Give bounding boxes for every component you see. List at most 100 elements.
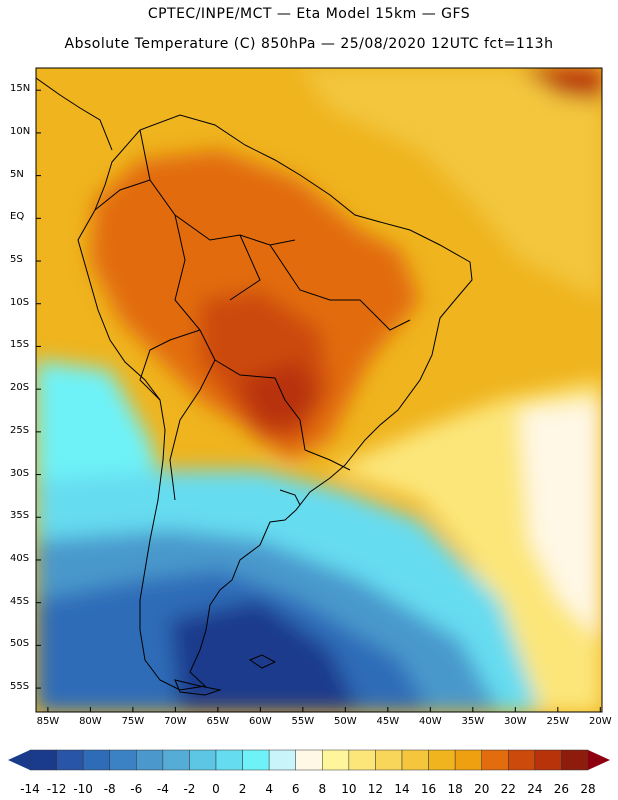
border-bolivia-paraguay bbox=[214, 359, 306, 451]
colorbar-cell bbox=[242, 749, 270, 771]
colorbar-label: 10 bbox=[341, 782, 357, 796]
colorbar-high-triangle bbox=[588, 750, 610, 770]
colorbar-cell bbox=[136, 749, 164, 771]
colorbar-cell bbox=[29, 749, 57, 771]
colorbar-cell bbox=[56, 749, 84, 771]
colorbar-cell bbox=[322, 749, 350, 771]
border-argentina-chile bbox=[169, 389, 201, 501]
lat-label: 20S bbox=[10, 382, 30, 394]
colorbar-label: 4 bbox=[265, 782, 273, 796]
colorbar-label: 16 bbox=[420, 782, 437, 796]
lon-label: 45W bbox=[376, 716, 400, 727]
colorbar-cell bbox=[109, 749, 137, 771]
colorbar-label: -12 bbox=[46, 782, 67, 796]
south-america-outline bbox=[77, 114, 473, 691]
colorbar-label: 26 bbox=[553, 782, 570, 796]
lon-label: 50W bbox=[334, 716, 357, 727]
field-amber-atlantic bbox=[300, 68, 602, 300]
lat-label: 50S bbox=[10, 638, 30, 650]
central-america-coast bbox=[36, 77, 113, 151]
lon-label: 70W bbox=[164, 716, 187, 727]
lat-label: 10N bbox=[10, 125, 31, 137]
colorbar-cell bbox=[428, 749, 456, 771]
colorbar-label: -4 bbox=[156, 782, 169, 796]
colorbar-cell bbox=[189, 749, 217, 771]
colorbar-label: 6 bbox=[291, 782, 300, 796]
colorbar-label: -6 bbox=[130, 782, 143, 796]
lat-label: 40S bbox=[10, 552, 30, 564]
colorbar-cell bbox=[454, 749, 482, 771]
colorbar-label: -2 bbox=[183, 782, 196, 796]
colorbar-cell bbox=[162, 749, 190, 771]
lat-label: 45S bbox=[10, 595, 30, 607]
lon-label: 25W bbox=[546, 716, 570, 727]
border-uruguay bbox=[304, 449, 351, 471]
lat-label: 5N bbox=[10, 168, 24, 180]
lat-label: 25S bbox=[10, 424, 30, 436]
coastlines bbox=[36, 77, 473, 696]
colorbar-label: 12 bbox=[367, 782, 384, 796]
colorbar-cell bbox=[375, 749, 403, 771]
lon-label: 65W bbox=[206, 716, 230, 727]
colorbar-cells bbox=[29, 749, 589, 771]
field-deep-red-core bbox=[240, 360, 320, 430]
colorbar-label: 28 bbox=[580, 782, 596, 796]
colorbar-label: -14 bbox=[20, 782, 40, 796]
lat-label: 15S bbox=[10, 339, 30, 351]
colorbar-cell bbox=[534, 749, 562, 771]
tierra-del-fuego bbox=[174, 679, 222, 696]
lon-label: 75W bbox=[121, 716, 145, 727]
colorbar-cell bbox=[82, 749, 110, 771]
colorbar-label: 2 bbox=[238, 782, 247, 796]
colorbar-cell bbox=[481, 749, 509, 771]
lat-label: 30S bbox=[10, 467, 30, 479]
colorbar-label: 0 bbox=[212, 782, 220, 796]
colorbar-label: 14 bbox=[394, 782, 410, 796]
colorbar-cell bbox=[215, 749, 243, 771]
colorbar-label: 8 bbox=[318, 782, 327, 796]
lat-label: EQ bbox=[10, 211, 25, 223]
colorbar-cell bbox=[561, 749, 589, 771]
border-brazil-states bbox=[269, 244, 411, 331]
lon-tick-marks bbox=[47, 707, 601, 712]
colorbar-cell bbox=[401, 749, 429, 771]
colorbar-label: 22 bbox=[500, 782, 516, 796]
colorbar-low-triangle bbox=[8, 750, 30, 770]
border-peru-bolivia bbox=[139, 329, 201, 401]
temperature-field bbox=[36, 68, 602, 712]
colorbar-label: 24 bbox=[527, 782, 543, 796]
colorbar-cell bbox=[348, 749, 376, 771]
lat-label: 55S bbox=[10, 681, 30, 693]
map-frame bbox=[35, 67, 603, 713]
lat-label: 35S bbox=[10, 510, 30, 522]
colorbar-label: 18 bbox=[447, 782, 463, 796]
lon-label: 30W bbox=[504, 716, 527, 727]
lon-label: 55W bbox=[291, 716, 315, 727]
colorbar bbox=[8, 749, 610, 771]
map-title-line-2: Absolute Temperature (C) 850hPa — 25/08/… bbox=[64, 36, 554, 52]
colorbar-label: 20 bbox=[474, 782, 490, 796]
lagoa-dos-patos bbox=[279, 489, 301, 506]
lat-label: 15N bbox=[10, 83, 31, 95]
field-hot-northeast bbox=[520, 68, 602, 100]
lon-label: 20W bbox=[588, 716, 612, 727]
lon-label: 85W bbox=[36, 716, 60, 727]
lat-label: 10S bbox=[10, 296, 30, 308]
colorbar-label: -10 bbox=[73, 782, 93, 796]
colorbar-cell bbox=[268, 749, 296, 771]
border-amazon bbox=[229, 234, 261, 301]
colorbar-label: -8 bbox=[103, 782, 116, 796]
field-deep-blue bbox=[170, 600, 360, 712]
field-cream-region bbox=[520, 400, 602, 640]
border-peru-brazil bbox=[174, 214, 216, 391]
lon-label: 60W bbox=[249, 716, 272, 727]
lon-label: 35W bbox=[461, 716, 485, 727]
temperature-map bbox=[35, 67, 603, 713]
border-colombia-ecuador bbox=[94, 179, 151, 211]
lat-tick-marks bbox=[36, 89, 41, 689]
falklands bbox=[248, 654, 277, 669]
lon-label: 40W bbox=[419, 716, 442, 727]
map-title-line-1: CPTEC/INPE/MCT — Eta Model 15km — GFS bbox=[147, 6, 471, 22]
lat-label: 5S bbox=[10, 254, 23, 266]
colorbar-cell bbox=[295, 749, 323, 771]
